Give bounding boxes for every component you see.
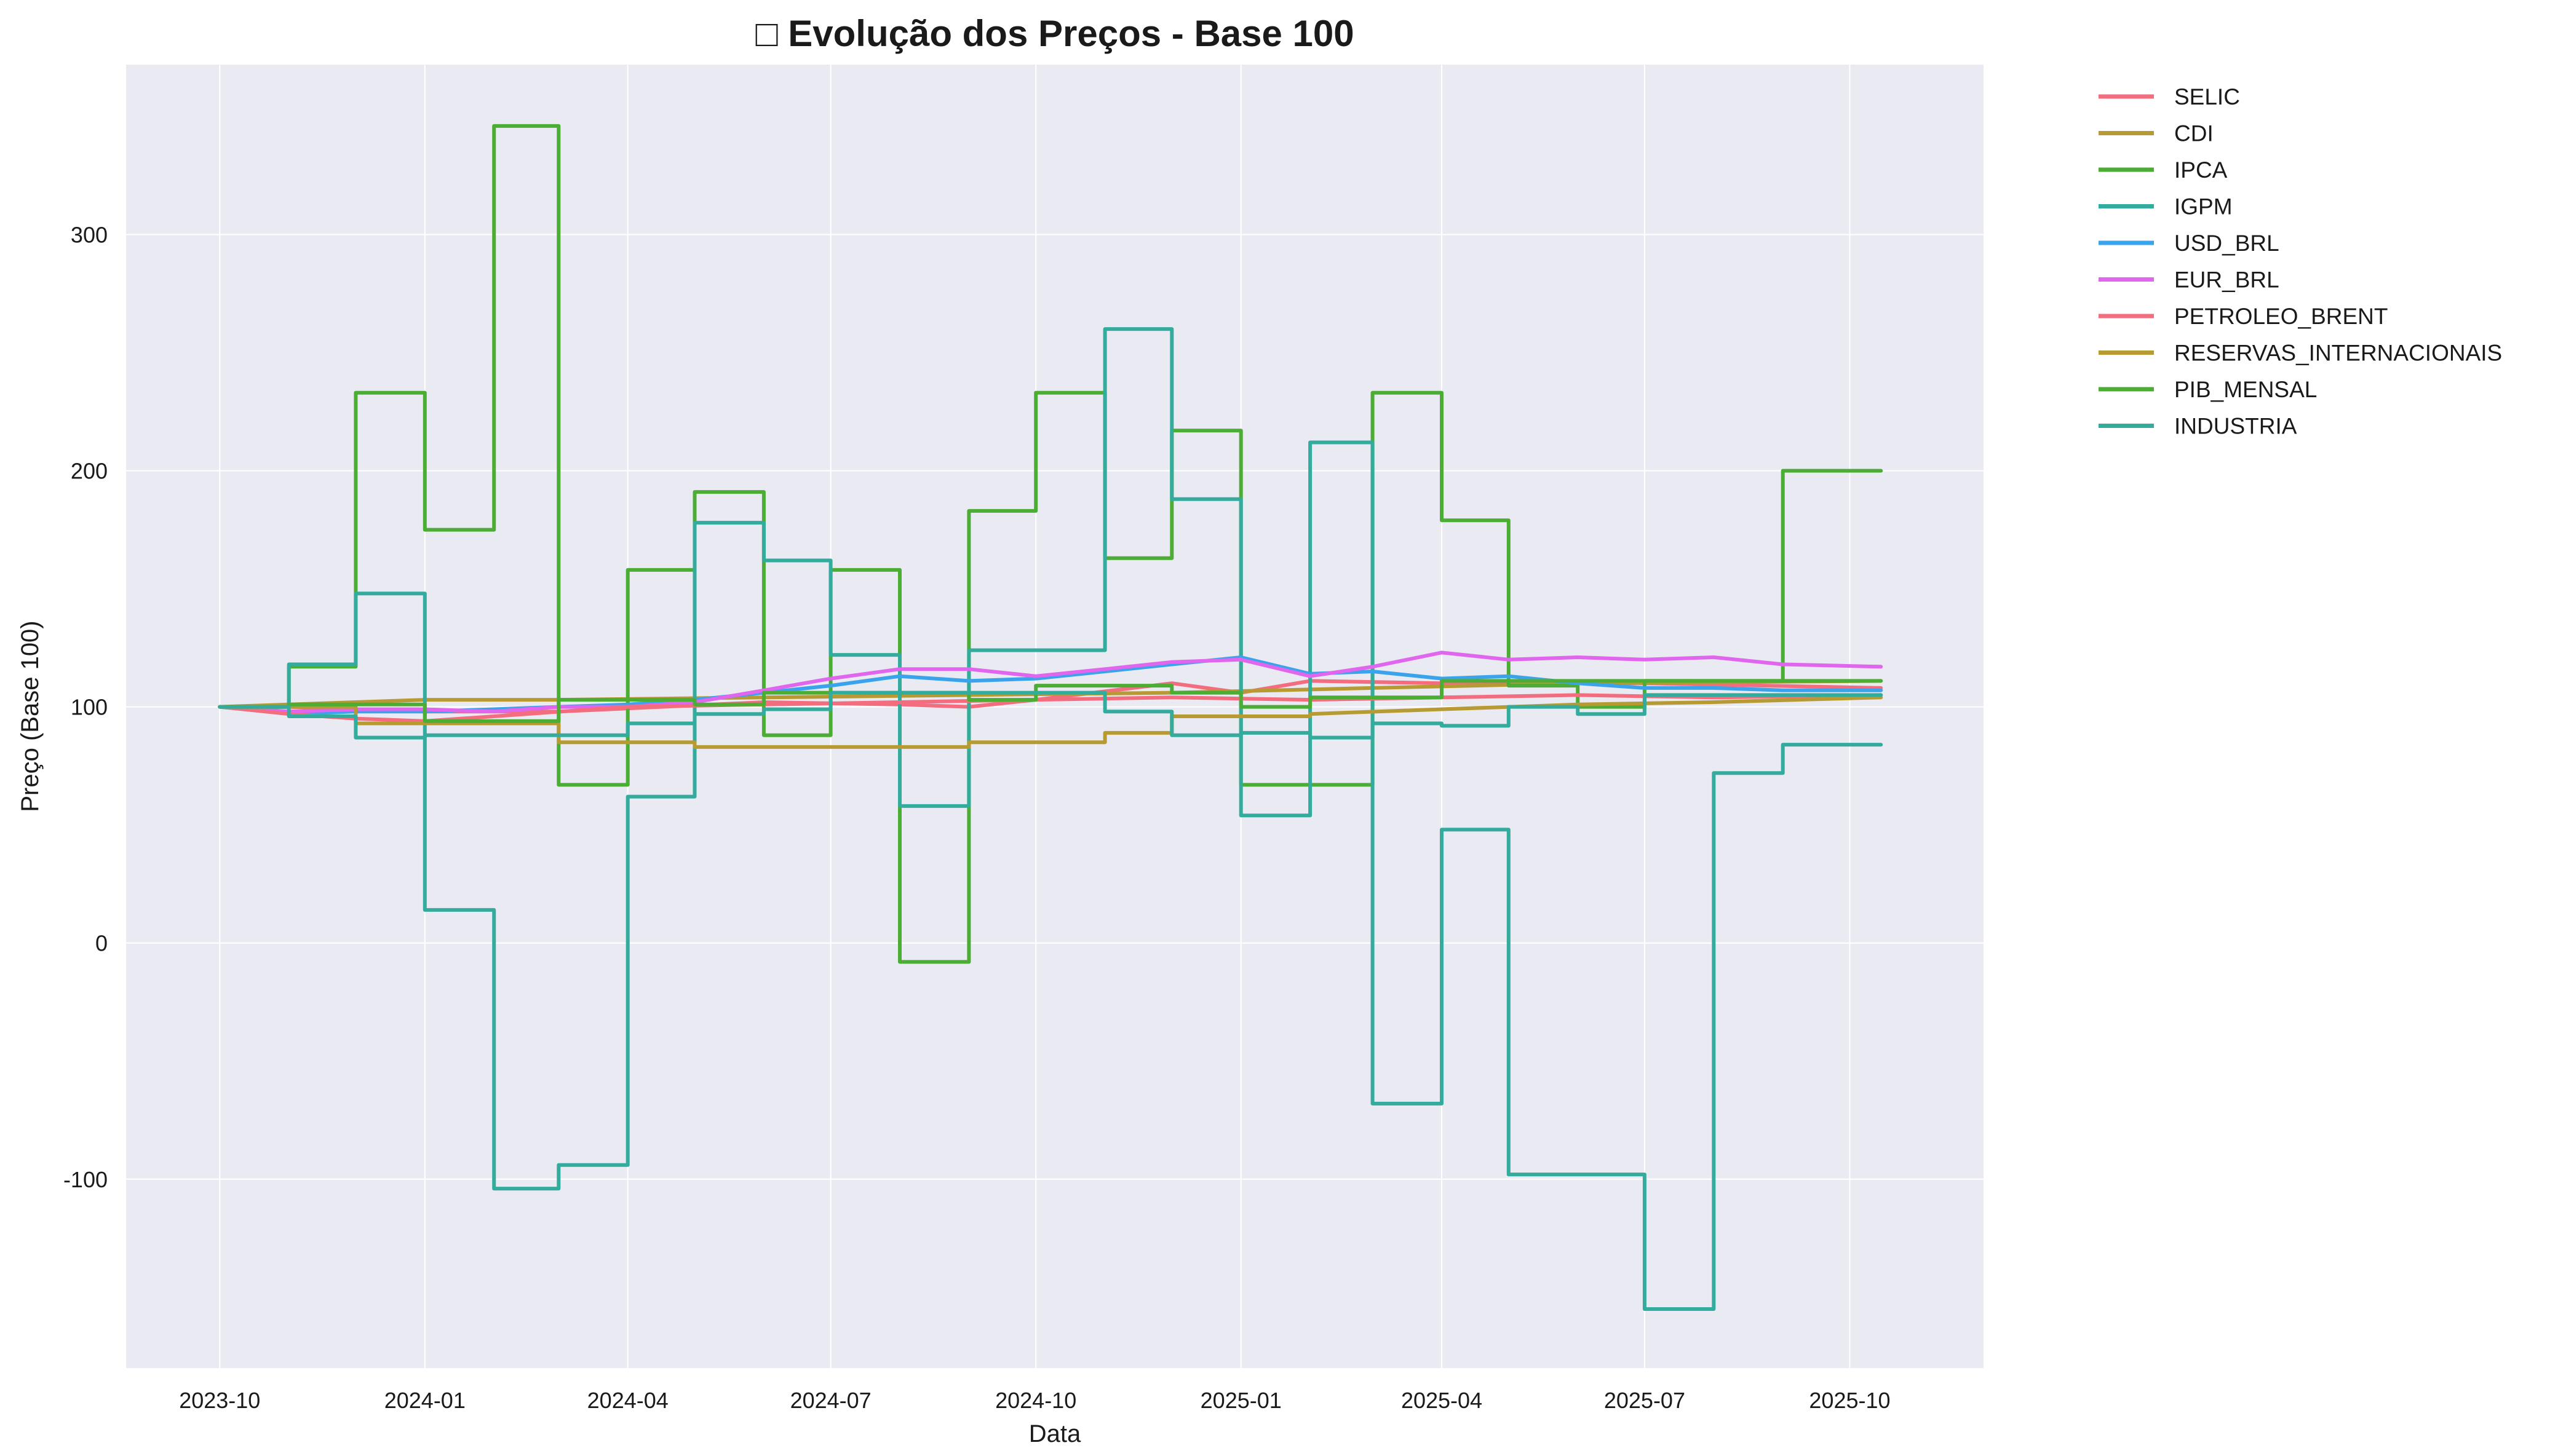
legend-label: IPCA: [2174, 157, 2228, 183]
legend-label: PETROLEO_BRENT: [2174, 304, 2388, 329]
y-tick-label: 0: [95, 931, 108, 956]
series-line-petroleo-brent: [218, 693, 1883, 723]
series-line-cdi: [218, 679, 1883, 709]
x-tick-label: 2023-10: [179, 1388, 260, 1413]
legend-label: PIB_MENSAL: [2174, 377, 2317, 402]
legend-label: INDUSTRIA: [2174, 414, 2297, 439]
x-tick-label: 2024-01: [384, 1388, 466, 1413]
y-tick-label: 300: [71, 223, 108, 248]
x-tick-label: 2025-04: [1401, 1388, 1482, 1413]
chart-title: □ Evolução dos Preços - Base 100: [755, 13, 1354, 54]
series-layer: [218, 124, 1883, 1311]
legend-label: CDI: [2174, 121, 2214, 146]
x-tick-label: 2024-07: [790, 1388, 872, 1413]
x-axis-label: Data: [1029, 1420, 1081, 1447]
legend: SELIC CDI IPCA IGPM USD_BRL EUR_BRL PETROLEO_B…: [2099, 84, 2502, 439]
series-line-reservas-internacionais: [218, 695, 1883, 749]
series-line-eur-brl: [218, 651, 1883, 714]
y-tick-label: 200: [71, 459, 108, 484]
y-tick-label: 100: [71, 695, 108, 720]
legend-label: RESERVAS_INTERNACIONAIS: [2174, 341, 2502, 366]
plot-background: [126, 65, 1984, 1368]
legend-label: EUR_BRL: [2174, 267, 2279, 293]
legend-label: SELIC: [2174, 84, 2240, 109]
series-line-usd-brl: [218, 655, 1883, 716]
x-tick-label: 2025-07: [1604, 1388, 1685, 1413]
y-tick-label: -100: [63, 1167, 108, 1192]
legend-label: USD_BRL: [2174, 231, 2279, 256]
x-tick-label: 2025-10: [1809, 1388, 1890, 1413]
x-tick-label: 2024-10: [995, 1388, 1076, 1413]
series-line-pib-mensal: [218, 679, 1883, 723]
series-line-igpm: [218, 327, 1883, 1311]
x-tick-label: 2024-04: [587, 1388, 669, 1413]
series-line-industria: [218, 690, 1883, 740]
tick-labels: 2023-10 2024-01 2024-04 2024-07 2024-10 2025-…: [63, 223, 1891, 1413]
y-axis-label: Preço (Base 100): [17, 620, 44, 812]
x-tick-label: 2025-01: [1201, 1388, 1282, 1413]
legend-label: IGPM: [2174, 194, 2233, 220]
